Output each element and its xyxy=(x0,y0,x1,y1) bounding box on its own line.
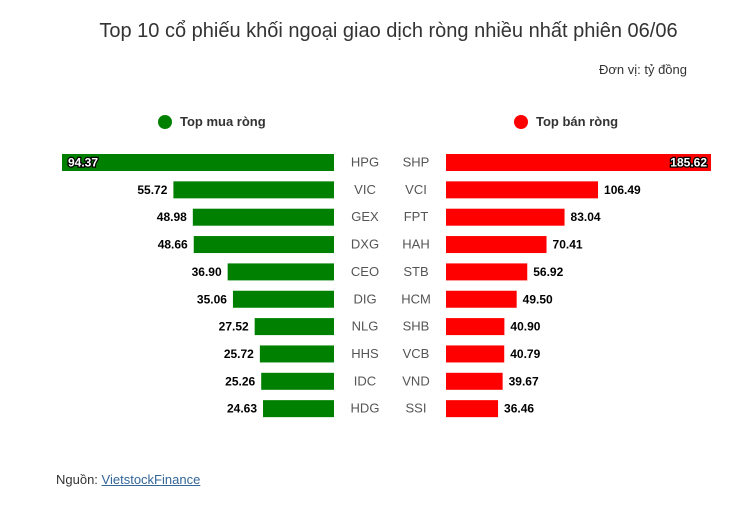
buy-category-label: HPG xyxy=(351,155,379,170)
sell-category-label: VCB xyxy=(403,346,430,361)
sell-value-label: 36.46 xyxy=(504,402,534,416)
sell-value-label: 83.04 xyxy=(571,210,601,224)
sell-bar-vci xyxy=(446,181,599,199)
sell-bar-fpt xyxy=(446,208,565,226)
source-label: Nguồn: xyxy=(56,472,102,487)
buy-value-label: 48.66 xyxy=(158,238,188,252)
unit-label: Đơn vị: tỷ đồng xyxy=(598,62,687,77)
sell-bar-vnd xyxy=(446,372,503,390)
sell-value-label: 40.90 xyxy=(510,320,540,334)
sell-value-label: 56.92 xyxy=(533,265,563,279)
sell-category-label: SHP xyxy=(403,155,430,170)
sell-bar-shp xyxy=(446,154,711,171)
legend-buy-marker xyxy=(158,114,172,129)
buy-bar-dig xyxy=(232,290,334,308)
buy-category-label: CEO xyxy=(351,264,379,279)
buy-value-label: 36.90 xyxy=(192,265,222,279)
sell-value-label: 185.62 xyxy=(670,156,707,170)
buy-value-label: 48.98 xyxy=(157,210,187,224)
buy-value-label: 25.26 xyxy=(225,374,255,388)
sell-bar-shb xyxy=(446,318,505,336)
buy-category-label: DXG xyxy=(351,237,379,252)
buy-category-label: GEX xyxy=(351,209,379,224)
source-note: Nguồn: VietstockFinance xyxy=(56,472,200,487)
sell-category-label: FPT xyxy=(404,209,429,224)
buy-bar-idc xyxy=(261,372,334,390)
buy-category-label: HDG xyxy=(351,401,380,416)
buy-category-label: DIG xyxy=(353,291,376,306)
buy-bar-ceo xyxy=(227,263,334,281)
legend-buy: Top mua ròng xyxy=(158,114,266,129)
buy-bar-dxg xyxy=(193,236,334,254)
sell-category-label: HCM xyxy=(401,291,431,306)
buy-category-label: NLG xyxy=(352,319,379,334)
buy-bar-hpg xyxy=(62,154,334,171)
sell-category-label: SSI xyxy=(406,401,427,416)
source-link[interactable]: VietstockFinance xyxy=(101,472,201,487)
sell-bar-hcm xyxy=(446,290,517,308)
buy-value-label: 35.06 xyxy=(197,292,227,306)
sell-bar-ssi xyxy=(446,400,499,418)
legend-sell-label: Top bán ròng xyxy=(536,114,619,129)
buy-value-label: 24.63 xyxy=(227,402,257,416)
chart-title: Top 10 cổ phiếu khối ngoại giao dịch ròn… xyxy=(99,20,678,42)
buy-value-label: 55.72 xyxy=(137,183,167,197)
sell-category-label: VND xyxy=(402,373,429,388)
sell-category-label: SHB xyxy=(403,319,430,334)
sell-category-label: HAH xyxy=(402,237,429,252)
buy-bar-hhs xyxy=(259,345,334,363)
legend-sell: Top bán ròng xyxy=(514,114,618,129)
sell-category-label: VCI xyxy=(405,182,427,197)
sell-value-label: 39.67 xyxy=(509,374,539,388)
legend-sell-marker xyxy=(514,114,528,129)
sell-value-label: 70.41 xyxy=(553,238,583,252)
buy-value-label: 25.72 xyxy=(224,347,254,361)
buy-value-label: 94.37 xyxy=(68,156,98,170)
buy-bar-hdg xyxy=(263,400,334,418)
buy-value-label: 27.52 xyxy=(219,320,249,334)
legend-buy-label: Top mua ròng xyxy=(180,114,266,129)
buy-category-label: HHS xyxy=(351,346,379,361)
buy-bar-gex xyxy=(192,208,334,226)
sell-value-label: 40.79 xyxy=(510,347,540,361)
sell-value-label: 106.49 xyxy=(604,183,641,197)
sell-category-label: STB xyxy=(403,264,428,279)
sell-bar-stb xyxy=(446,263,528,281)
buy-bar-nlg xyxy=(254,318,334,336)
buy-bar-vic xyxy=(173,181,334,199)
buy-category-label: VIC xyxy=(354,182,376,197)
sell-value-label: 49.50 xyxy=(523,292,553,306)
sell-bar-hah xyxy=(446,236,547,254)
sell-bar-vcb xyxy=(446,345,505,363)
buy-category-label: IDC xyxy=(354,373,376,388)
